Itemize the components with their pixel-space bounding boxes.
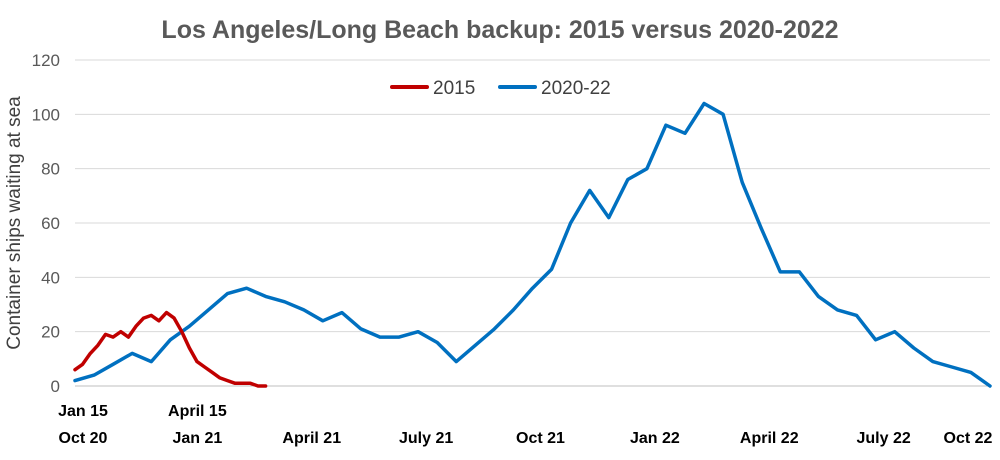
y-tick-label: 80 xyxy=(41,160,60,179)
x-tick-label-2020-22: Jan 21 xyxy=(172,430,222,447)
y-axis-label: Container ships waiting at sea xyxy=(4,96,25,350)
y-axis-ticks: 0 20 40 60 80 100 120 xyxy=(32,51,60,396)
legend-label-2020-22: 2020-22 xyxy=(541,78,611,99)
x-tick-label-2020-22: Oct 22 xyxy=(944,430,993,447)
x-axis-ticks: Jan 15 April 15 Oct 20 Jan 21 April 21 July 2… xyxy=(58,403,992,447)
y-tick-label: 60 xyxy=(41,214,60,233)
x-tick-label-2020-22: July 22 xyxy=(856,430,910,447)
y-tick-label: 120 xyxy=(32,51,60,70)
x-tick-label-2020-22: Oct 20 xyxy=(59,430,108,447)
y-tick-label: 40 xyxy=(41,268,60,287)
x-tick-label-2020-22: Jan 22 xyxy=(630,430,680,447)
x-tick-label-2020-22: April 21 xyxy=(282,430,341,447)
y-tick-label: 0 xyxy=(51,377,60,396)
series-lines xyxy=(73,101,992,388)
x-tick-label-2020-22: July 21 xyxy=(399,430,453,447)
x-tick-label-2015: Jan 15 xyxy=(58,403,108,420)
series-line-2015 xyxy=(73,310,268,388)
y-tick-label: 100 xyxy=(32,105,60,124)
y-tick-label: 20 xyxy=(41,323,60,342)
x-tick-label-2015: April 15 xyxy=(168,403,227,420)
legend: 2015 2020-22 xyxy=(390,78,611,99)
x-tick-label-2020-22: Oct 21 xyxy=(516,430,565,447)
series-line-2020-22 xyxy=(73,101,992,388)
chart-title: Los Angeles/Long Beach backup: 2015 vers… xyxy=(161,16,838,44)
gridlines xyxy=(75,59,990,387)
x-tick-label-2020-22: April 22 xyxy=(740,430,799,447)
legend-label-2015: 2015 xyxy=(433,78,475,99)
